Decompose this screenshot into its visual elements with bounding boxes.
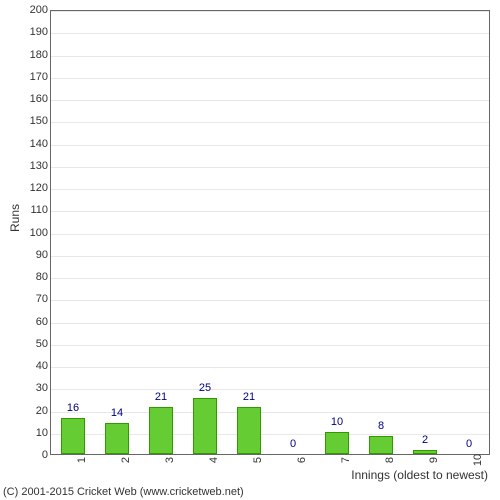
bar bbox=[325, 432, 349, 454]
x-tick-label: 5 bbox=[252, 457, 264, 463]
y-tick-label: 160 bbox=[30, 93, 48, 105]
x-tick-label: 6 bbox=[296, 457, 308, 463]
y-tick-label: 140 bbox=[30, 138, 48, 150]
bar-value-label: 0 bbox=[290, 438, 296, 450]
y-tick-label: 200 bbox=[30, 4, 48, 16]
x-tick-label: 4 bbox=[208, 457, 220, 463]
x-tick-label: 7 bbox=[340, 457, 352, 463]
bar-value-label: 16 bbox=[67, 402, 79, 414]
bar-value-label: 0 bbox=[466, 438, 472, 450]
y-axis-title: Runs bbox=[8, 204, 22, 232]
y-tick-label: 190 bbox=[30, 26, 48, 38]
x-tick-label: 8 bbox=[384, 457, 396, 463]
y-tick-label: 70 bbox=[36, 293, 48, 305]
y-tick-label: 40 bbox=[36, 360, 48, 372]
bar bbox=[237, 407, 261, 454]
x-tick-label: 1 bbox=[76, 457, 88, 463]
bar bbox=[369, 436, 393, 454]
y-tick-label: 30 bbox=[36, 382, 48, 394]
y-tick-label: 170 bbox=[30, 71, 48, 83]
y-tick-label: 10 bbox=[36, 427, 48, 439]
x-tick-label: 3 bbox=[164, 457, 176, 463]
copyright-text: (C) 2001-2015 Cricket Web (www.cricketwe… bbox=[3, 486, 244, 498]
bar bbox=[413, 450, 437, 454]
bar-value-label: 10 bbox=[331, 416, 343, 428]
chart-plot-area: 16 14 21 25 21 0 10 8 2 0 bbox=[50, 10, 490, 455]
x-tick-label: 9 bbox=[428, 457, 440, 463]
bars-layer: 16 14 21 25 21 0 10 8 2 0 bbox=[51, 11, 489, 454]
bar-value-label: 8 bbox=[378, 420, 384, 432]
y-tick-label: 130 bbox=[30, 160, 48, 172]
x-axis-title: Innings (oldest to newest) bbox=[351, 468, 488, 482]
y-tick-label: 150 bbox=[30, 115, 48, 127]
y-tick-label: 50 bbox=[36, 338, 48, 350]
bar bbox=[105, 423, 129, 454]
y-tick-label: 180 bbox=[30, 49, 48, 61]
y-tick-label: 100 bbox=[30, 227, 48, 239]
bar bbox=[193, 398, 217, 454]
x-tick-label: 10 bbox=[472, 454, 484, 466]
bar-value-label: 25 bbox=[199, 382, 211, 394]
bar bbox=[149, 407, 173, 454]
bar-value-label: 2 bbox=[422, 434, 428, 446]
bar-value-label: 21 bbox=[243, 391, 255, 403]
y-tick-label: 0 bbox=[42, 449, 48, 461]
y-tick-label: 110 bbox=[30, 204, 48, 216]
bar-value-label: 14 bbox=[111, 407, 123, 419]
bar bbox=[61, 418, 85, 454]
y-tick-label: 120 bbox=[30, 182, 48, 194]
y-tick-label: 80 bbox=[36, 271, 48, 283]
y-tick-label: 60 bbox=[36, 316, 48, 328]
x-tick-label: 2 bbox=[120, 457, 132, 463]
y-tick-label: 90 bbox=[36, 249, 48, 261]
y-tick-label: 20 bbox=[36, 405, 48, 417]
bar-value-label: 21 bbox=[155, 391, 167, 403]
